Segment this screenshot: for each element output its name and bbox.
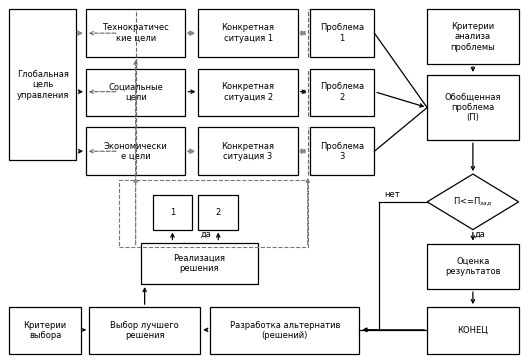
Text: Проблема
2: Проблема 2 — [320, 83, 364, 102]
Bar — [427, 307, 518, 354]
Text: Оценка
результатов: Оценка результатов — [445, 257, 501, 276]
Bar — [10, 9, 76, 160]
Bar — [199, 9, 298, 57]
Text: Экономически
е цели: Экономически е цели — [104, 142, 167, 161]
Text: П<=П$_{зад}$: П<=П$_{зад}$ — [454, 195, 493, 208]
Polygon shape — [427, 174, 518, 230]
Text: КОНЕЦ: КОНЕЦ — [457, 326, 488, 335]
Bar — [89, 307, 200, 354]
Bar — [86, 9, 185, 57]
Bar — [427, 75, 518, 140]
Bar — [199, 127, 298, 175]
Text: да: да — [475, 230, 486, 238]
Text: Проблема
3: Проблема 3 — [320, 142, 364, 161]
Text: Глобальная
цель
управления: Глобальная цель управления — [16, 70, 69, 100]
Text: Обобщенная
проблема
(П): Обобщенная проблема (П) — [445, 93, 501, 122]
Bar — [119, 180, 308, 248]
Bar — [153, 195, 192, 230]
Bar — [310, 69, 374, 115]
Bar — [10, 307, 81, 354]
Text: 1: 1 — [170, 208, 175, 217]
Text: Критерии
анализа
проблемы: Критерии анализа проблемы — [450, 22, 495, 52]
Text: Конкретная
ситуация 1: Конкретная ситуация 1 — [222, 23, 275, 43]
Text: Конкретная
ситуация 3: Конкретная ситуация 3 — [222, 142, 275, 161]
Text: да: да — [200, 230, 211, 238]
Bar — [427, 9, 518, 64]
Text: Технократичес
кие цели: Технократичес кие цели — [102, 23, 169, 43]
Bar — [310, 9, 374, 57]
Text: Конкретная
ситуация 2: Конкретная ситуация 2 — [222, 83, 275, 102]
Text: Проблема
1: Проблема 1 — [320, 23, 364, 43]
Text: Выбор лучшего
решения: Выбор лучшего решения — [110, 321, 179, 340]
Text: Критерии
выбора: Критерии выбора — [24, 321, 67, 340]
Bar — [86, 127, 185, 175]
Bar — [199, 69, 298, 115]
Bar — [427, 244, 518, 289]
Text: нет: нет — [384, 190, 400, 199]
Text: 2: 2 — [215, 208, 221, 217]
Bar — [140, 242, 258, 284]
Text: Разработка альтернатив
(решений): Разработка альтернатив (решений) — [230, 321, 340, 340]
Text: Социальные
цели: Социальные цели — [108, 83, 163, 102]
Bar — [310, 127, 374, 175]
Bar — [210, 307, 360, 354]
Bar — [199, 195, 238, 230]
Bar — [86, 69, 185, 115]
Text: Реализация
решения: Реализация решения — [173, 254, 225, 273]
